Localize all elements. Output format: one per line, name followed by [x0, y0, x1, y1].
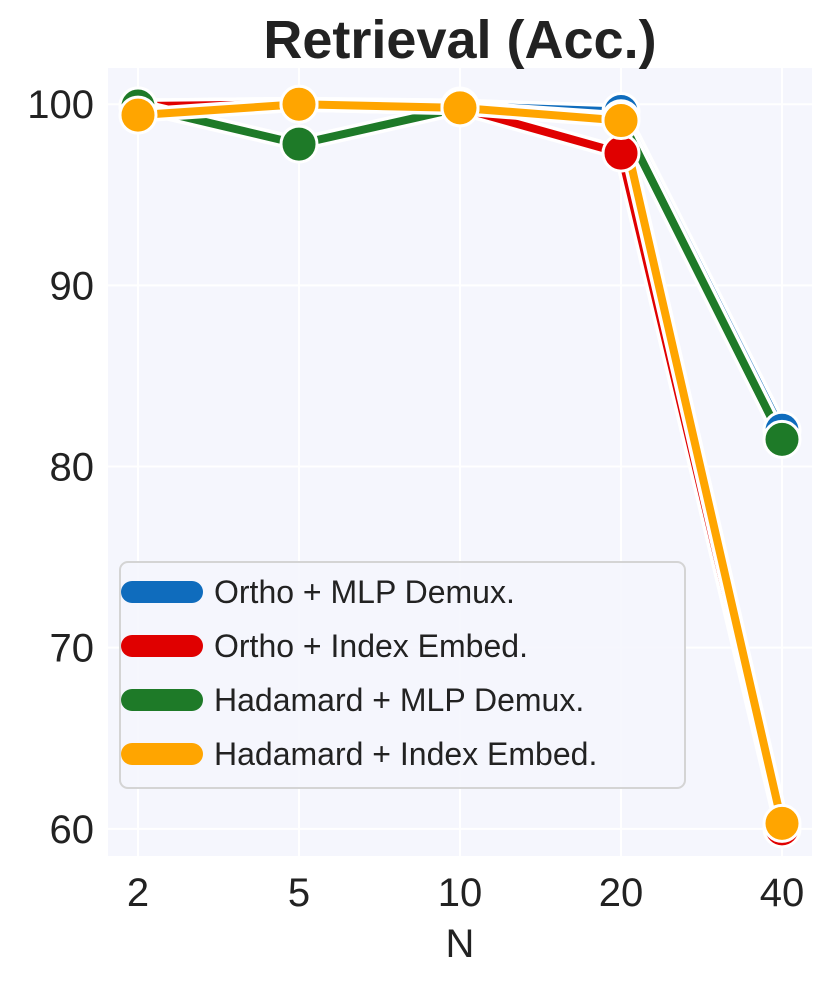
data-point — [118, 95, 158, 135]
data-point — [440, 88, 480, 128]
data-point — [762, 803, 802, 843]
chart-title: Retrieval (Acc.) — [263, 10, 656, 70]
legend-label: Ortho + MLP Demux. — [214, 574, 515, 610]
legend-label: Hadamard + Index Embed. — [214, 736, 597, 772]
legend: Ortho + MLP Demux. Ortho + Index Embed. Ha… — [119, 561, 686, 789]
x-axis-ticks: 2 5 10 20 40 — [127, 871, 804, 915]
x-tick-label: 10 — [438, 871, 483, 915]
x-axis-label: N — [446, 922, 475, 966]
data-point — [601, 133, 641, 173]
series-layer — [118, 84, 802, 849]
x-tick-label: 40 — [760, 871, 805, 915]
y-tick-label: 90 — [50, 264, 95, 308]
data-point — [601, 101, 641, 141]
y-tick-label: 70 — [50, 627, 95, 671]
y-tick-label: 60 — [50, 808, 95, 852]
data-point — [279, 84, 319, 124]
x-tick-label: 5 — [288, 871, 310, 915]
data-point — [762, 419, 802, 459]
x-tick-label: 20 — [599, 871, 644, 915]
y-tick-label: 100 — [27, 83, 94, 127]
y-tick-label: 80 — [50, 446, 95, 490]
data-point — [279, 124, 319, 164]
legend-box — [119, 561, 686, 789]
x-tick-label: 2 — [127, 871, 149, 915]
legend-label: Ortho + Index Embed. — [214, 628, 528, 664]
legend-label: Hadamard + MLP Demux. — [214, 682, 584, 718]
y-axis-ticks: 60 70 80 90 100 — [27, 83, 94, 852]
